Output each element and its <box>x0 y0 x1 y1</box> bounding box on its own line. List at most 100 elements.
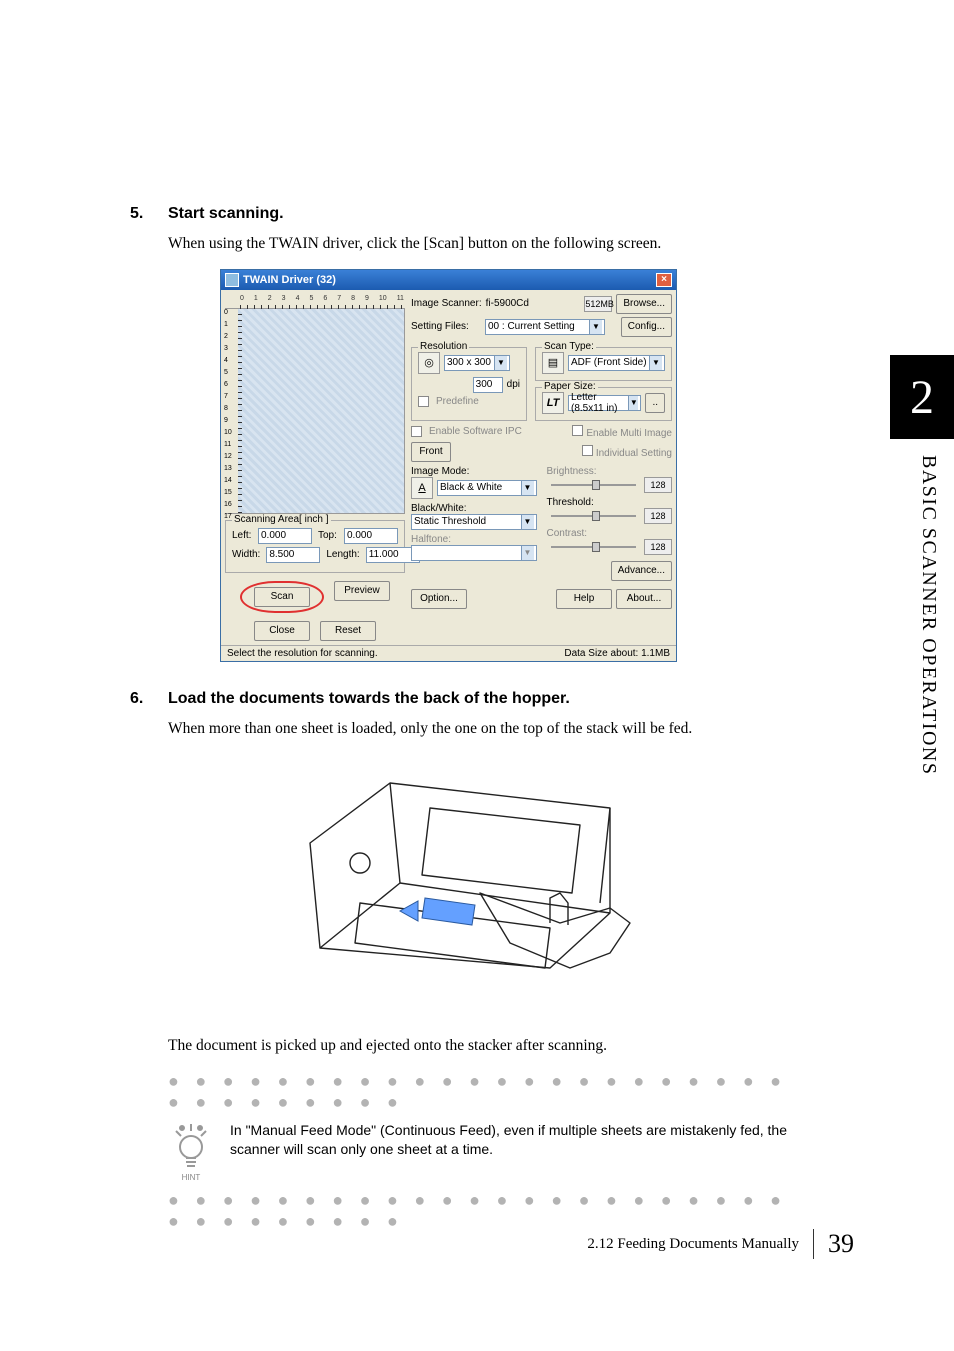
front-tab[interactable]: Front <box>411 442 451 462</box>
advance-button[interactable]: Advance... <box>611 561 672 581</box>
left-input[interactable] <box>258 528 312 544</box>
image-scanner-value: fi-5900Cd <box>486 298 529 309</box>
bw-select[interactable]: Static Threshold▼ <box>411 514 537 530</box>
predefine-checkbox[interactable] <box>418 396 429 407</box>
status-right-value: 1.1MB <box>641 648 670 659</box>
scan-type-group: Scan Type: ▤ ADF (Front Side)▼ <box>535 347 672 381</box>
footer-page-number: 39 <box>828 1229 854 1259</box>
contrast-label: Contrast: <box>547 528 673 539</box>
enable-sipc-label: Enable Software IPC <box>429 426 522 437</box>
paper-size-icon: LT <box>542 392 564 414</box>
chevron-down-icon: ▼ <box>521 546 534 560</box>
browse-button[interactable]: Browse... <box>616 294 672 314</box>
resolution-legend: Resolution <box>418 341 469 352</box>
dot-separator-top: ● ● ● ● ● ● ● ● ● ● ● ● ● ● ● ● ● ● ● ● … <box>168 1071 790 1113</box>
enable-sipc-checkbox <box>411 426 422 437</box>
length-label: Length: <box>326 549 359 560</box>
scanning-area-legend: Scanning Area[ inch ] <box>232 514 331 525</box>
predefine-label: Predefine <box>436 396 479 407</box>
chevron-down-icon: ▼ <box>649 356 662 370</box>
dpi-label: dpi <box>507 379 520 390</box>
step-5-heading: 5. Start scanning. <box>130 205 790 223</box>
close-button[interactable]: Close <box>254 621 310 641</box>
step-6-body2: The document is picked up and ejected on… <box>168 1035 790 1057</box>
brightness-value: 128 <box>644 477 672 493</box>
step-5-number: 5. <box>130 205 168 223</box>
width-input[interactable] <box>266 547 320 563</box>
dpi-input[interactable] <box>473 377 503 393</box>
brightness-slider <box>551 478 637 492</box>
setting-files-label: Setting Files: <box>411 321 481 332</box>
chevron-down-icon: ▼ <box>521 515 534 529</box>
footer-section: 2.12 Feeding Documents Manually <box>587 1236 799 1253</box>
scan-button[interactable]: Scan <box>254 587 310 607</box>
close-icon[interactable]: × <box>656 273 672 287</box>
enable-multi-checkbox[interactable] <box>572 425 583 436</box>
about-button[interactable]: About... <box>616 589 672 609</box>
step-6-title: Load the documents towards the back of t… <box>168 690 570 708</box>
preview-button[interactable]: Preview <box>334 581 390 601</box>
dialog-title: TWAIN Driver (32) <box>243 274 336 286</box>
mem-indicator: 512MB <box>584 296 612 312</box>
scan-type-legend: Scan Type: <box>542 341 596 352</box>
chevron-down-icon: ▼ <box>494 356 507 370</box>
hint-label: HINT <box>168 1173 214 1182</box>
app-icon <box>225 273 239 287</box>
step-6-heading: 6. Load the documents towards the back o… <box>130 690 790 708</box>
resolution-icon: ◎ <box>418 352 440 374</box>
scanning-area-group: Scanning Area[ inch ] Left: Top: Width: … <box>225 520 405 573</box>
status-bar: Select the resolution for scanning. Data… <box>221 645 676 661</box>
image-mode-icon: A <box>411 477 433 499</box>
width-label: Width: <box>232 549 260 560</box>
image-mode-label: Image Mode: <box>411 466 537 477</box>
top-input[interactable] <box>344 528 398 544</box>
hint-icon: HINT <box>168 1121 214 1182</box>
paper-size-group: Paper Size: LT Letter (8.5x11 in)▼ .. <box>535 387 672 421</box>
ruler-vertical: 01234567891011121314151617 <box>224 309 238 513</box>
chapter-title-vertical: BASIC SCANNER OPERATIONS <box>917 455 940 776</box>
scan-type-icon: ▤ <box>542 352 564 374</box>
step-5-title: Start scanning. <box>168 205 284 223</box>
left-label: Left: <box>232 530 252 541</box>
threshold-value: 128 <box>644 508 672 524</box>
twain-dialog: TWAIN Driver (32) × 01234567891011 01234… <box>220 269 677 662</box>
contrast-slider <box>551 540 637 554</box>
paper-size-legend: Paper Size: <box>542 381 598 392</box>
chevron-down-icon: ▼ <box>628 396 638 410</box>
resolution-group: Resolution ◎ 300 x 300▼ dpi <box>411 347 527 421</box>
threshold-label: Threshold: <box>547 497 673 508</box>
status-left: Select the resolution for scanning. <box>227 648 378 659</box>
individual-checkbox <box>582 445 593 456</box>
dialog-titlebar: TWAIN Driver (32) × <box>221 270 676 290</box>
threshold-slider[interactable] <box>551 509 637 523</box>
setting-files-select[interactable]: 00 : Current Setting▼ <box>485 319 605 335</box>
config-button[interactable]: Config... <box>621 317 672 337</box>
resolution-select[interactable]: 300 x 300▼ <box>444 355 510 371</box>
status-right-label: Data Size about: <box>564 648 638 659</box>
step-6-body1: When more than one sheet is loaded, only… <box>168 718 790 740</box>
image-mode-select[interactable]: Black & White▼ <box>437 480 537 496</box>
brightness-label: Brightness: <box>547 466 673 477</box>
paper-size-select[interactable]: Letter (8.5x11 in)▼ <box>568 395 641 411</box>
help-button[interactable]: Help <box>556 589 612 609</box>
enable-multi-label: Enable Multi Image <box>586 428 672 439</box>
scanner-illustration <box>250 753 670 1023</box>
individual-label: Individual Setting <box>596 448 672 459</box>
option-button[interactable]: Option... <box>411 589 467 609</box>
bw-label: Black/White: <box>411 503 537 514</box>
halftone-select: ▼ <box>411 545 537 561</box>
dot-separator-bottom: ● ● ● ● ● ● ● ● ● ● ● ● ● ● ● ● ● ● ● ● … <box>168 1190 790 1232</box>
reset-button[interactable]: Reset <box>320 621 376 641</box>
hint-text: In "Manual Feed Mode" (Continuous Feed),… <box>230 1121 790 1159</box>
footer-divider <box>813 1229 814 1259</box>
scan-highlight: Scan <box>240 581 324 613</box>
halftone-label: Halftone: <box>411 534 537 545</box>
step-5-body: When using the TWAIN driver, click the [… <box>168 233 790 255</box>
paper-size-extra-button[interactable]: .. <box>645 393 665 413</box>
preview-area: 01234567891011 0123456789101112131415161… <box>225 308 405 514</box>
scan-type-select[interactable]: ADF (Front Side)▼ <box>568 355 665 371</box>
contrast-value: 128 <box>644 539 672 555</box>
hint-box: HINT In "Manual Feed Mode" (Continuous F… <box>168 1121 790 1182</box>
step-6-number: 6. <box>130 690 168 708</box>
chevron-down-icon: ▼ <box>521 481 534 495</box>
